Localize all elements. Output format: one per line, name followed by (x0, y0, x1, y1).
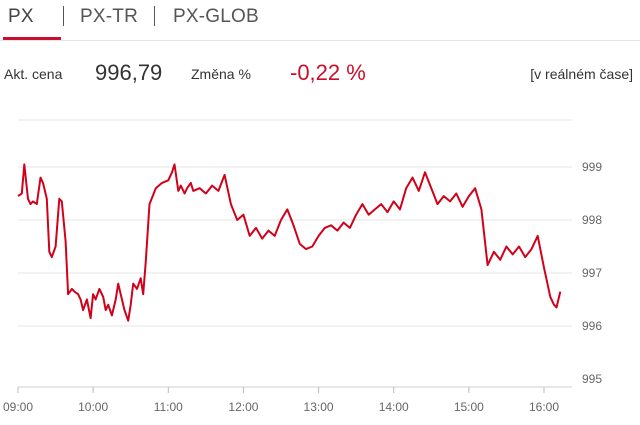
tab-separator (63, 6, 64, 26)
price-line (17, 163, 562, 322)
realtime-label: [v reálném čase] (530, 66, 633, 82)
tab-px[interactable]: PX (8, 6, 34, 27)
change-label: Změna % (191, 66, 251, 82)
tab-separator (154, 6, 155, 26)
tab-px-tr[interactable]: PX-TR (80, 6, 138, 27)
price-label: Akt. cena (4, 66, 63, 82)
x-tick-label: 11:00 (154, 400, 183, 414)
change-value: -0,22 % (290, 60, 366, 85)
x-tick-label: 10:00 (78, 400, 108, 414)
x-tick-label: 13:00 (304, 400, 334, 414)
x-tick-label: 14:00 (379, 400, 409, 414)
x-tick-label: 12:00 (228, 400, 258, 414)
y-tick-label: 999 (582, 160, 602, 174)
tab-bar: PX PX-TR PX-GLOB (0, 0, 640, 41)
tab-px-glob[interactable]: PX-GLOB (173, 6, 259, 27)
x-tick-label: 16:00 (529, 400, 559, 414)
y-tick-label: 997 (582, 266, 602, 280)
quote-summary: Akt. cena 996,79 Změna % -0,22 % [v reál… (0, 58, 640, 88)
active-tab-indicator (3, 37, 61, 40)
x-tick-label: 09:00 (3, 400, 33, 414)
price-value: 996,79 (95, 60, 163, 85)
y-tick-label: 995 (582, 372, 602, 386)
y-tick-label: 996 (582, 319, 602, 333)
y-tick-label: 998 (582, 213, 602, 227)
x-tick-label: 15:00 (454, 400, 484, 414)
